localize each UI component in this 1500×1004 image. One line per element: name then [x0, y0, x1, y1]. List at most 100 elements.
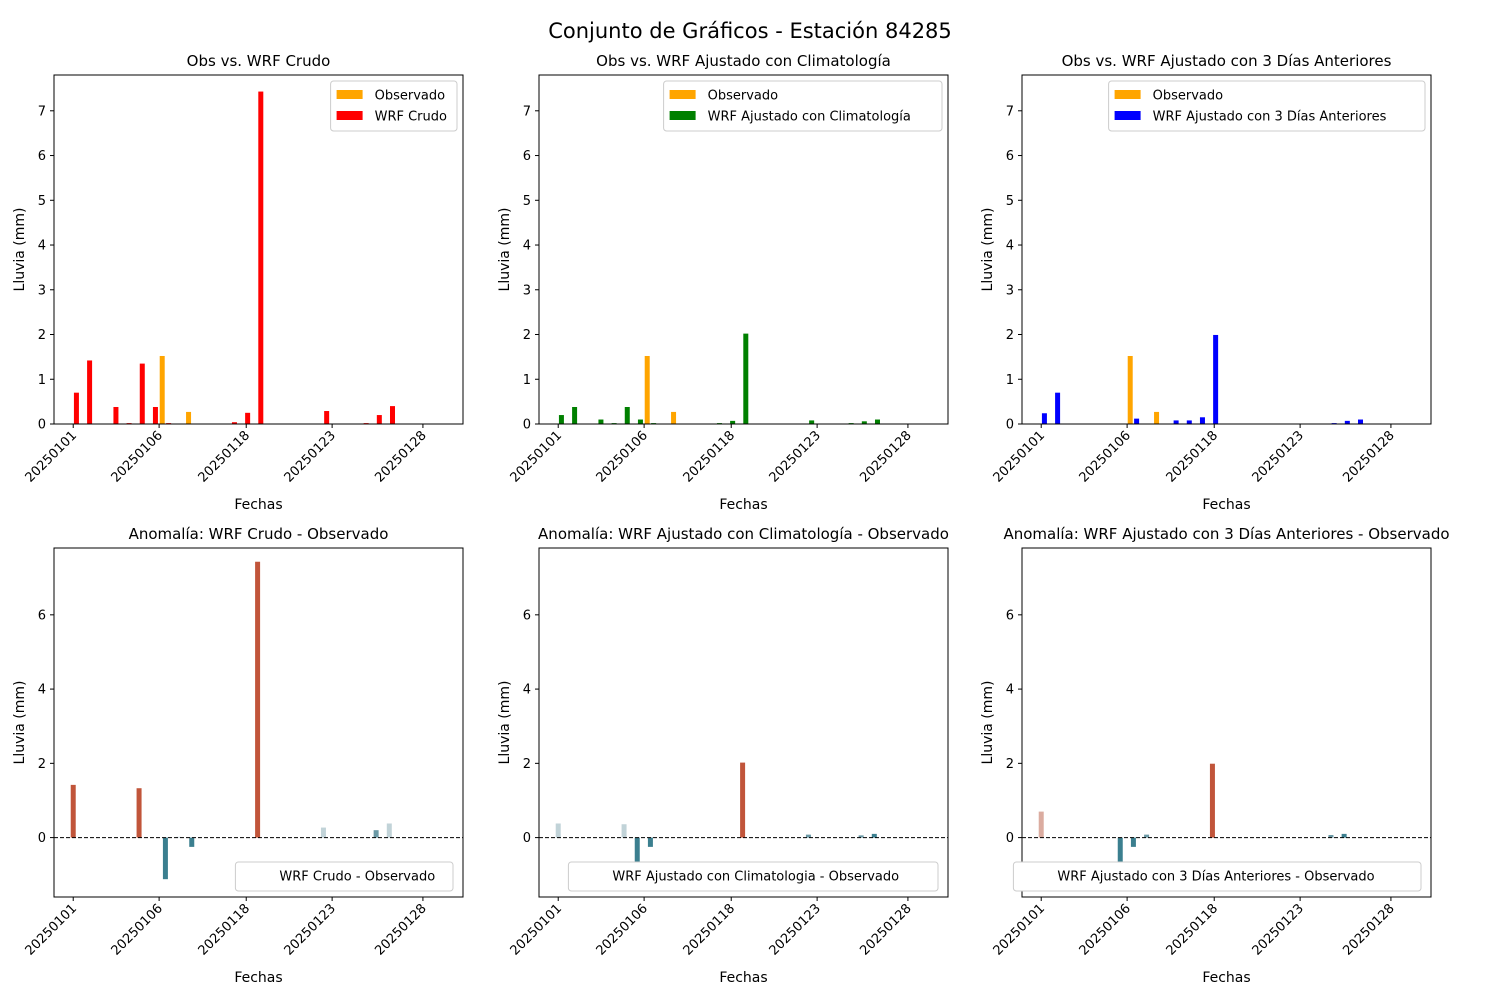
bar: [70, 784, 76, 838]
bar: [1134, 418, 1140, 424]
legend-entry-label: WRF Crudo: [375, 110, 447, 125]
x-tick-label: 20250118: [196, 901, 253, 958]
x-tick-label: 20250118: [681, 901, 738, 958]
bar: [671, 411, 677, 424]
x-tick-label: 20250118: [681, 428, 738, 485]
y-tick-label: 4: [1006, 239, 1014, 254]
chart-title: Anomalía: WRF Ajustado con 3 Días Anteri…: [1003, 525, 1449, 543]
bar: [1213, 334, 1219, 424]
x-tick-label: 20250106: [594, 901, 651, 958]
y-axis-label: Lluvia (mm): [980, 681, 996, 765]
x-tick-label: 20250101: [508, 901, 565, 958]
y-tick-label: 2: [1006, 328, 1014, 343]
bar: [1173, 420, 1179, 424]
y-axis-label: Lluvia (mm): [980, 208, 996, 292]
axes-frame: [1021, 74, 1432, 425]
legend: Observado WRF Crudo: [330, 80, 458, 132]
y-tick-label: 6: [523, 608, 531, 623]
chart-panel-2: Obs vs. WRF Ajustado con Climatología 0 1 2…: [497, 52, 949, 513]
legend-entry-label: Observado: [375, 89, 446, 104]
x-tick-label: 20250123: [767, 901, 824, 958]
legend-swatch: [669, 111, 696, 120]
legend-box: [663, 80, 943, 132]
bar: [1357, 419, 1363, 424]
y-tick-label: 6: [1006, 149, 1014, 164]
figure-suptitle: Conjunto de Gráficos - Estación 84285: [548, 19, 952, 43]
bar: [1154, 411, 1160, 424]
x-tick-label: 20250123: [282, 901, 339, 958]
legend-entry-label: WRF Ajustado con Climatologia - Observad…: [612, 870, 899, 885]
chart-panel-4: Anomalía: WRF Crudo - Observado 0 2 4 6 20250…: [12, 525, 464, 986]
x-axis-label: Fechas: [234, 497, 282, 513]
y-tick-label: 1: [523, 373, 531, 388]
x-tick-label: 20250106: [109, 428, 166, 485]
x-axis-label: Fechas: [719, 970, 767, 986]
legend-swatch: [336, 111, 363, 120]
bar: [871, 833, 877, 838]
bar: [1038, 811, 1044, 838]
bar: [320, 827, 326, 838]
bar: [743, 333, 749, 424]
y-tick-label: 7: [523, 104, 531, 119]
bar: [73, 392, 79, 424]
bar: [1186, 420, 1192, 424]
chart-panel-1: Obs vs. WRF Crudo 0 1 2 3 4 5 6 7 20250101 2025010…: [12, 52, 464, 513]
bar: [805, 834, 811, 838]
y-axis-label: Lluvia (mm): [497, 208, 513, 292]
x-tick-label: 20250128: [372, 901, 429, 958]
axes-frame: [53, 74, 464, 425]
bar: [139, 363, 145, 424]
y-tick-label: 2: [38, 328, 46, 343]
bar: [637, 419, 643, 424]
legend: WRF Ajustado con Climatologia - Observad…: [567, 861, 939, 892]
y-tick-label: 0: [38, 831, 46, 846]
bar: [858, 835, 864, 838]
bar: [644, 355, 650, 424]
x-tick-label: 20250101: [991, 428, 1048, 485]
y-tick-label: 5: [38, 194, 46, 209]
bar: [1328, 834, 1334, 838]
y-tick-label: 4: [1006, 683, 1014, 698]
legend-entry-label: Observado: [708, 89, 779, 104]
y-tick-label: 2: [523, 328, 531, 343]
bar: [231, 422, 237, 424]
x-axis-label: Fechas: [719, 497, 767, 513]
x-tick-label: 20250106: [1077, 901, 1134, 958]
bar: [1041, 413, 1047, 424]
bar: [136, 788, 142, 838]
bar: [730, 420, 736, 424]
legend-entry-label: WRF Crudo - Observado: [279, 870, 435, 885]
bar: [324, 411, 330, 424]
bar: [647, 837, 653, 847]
y-tick-label: 0: [1006, 418, 1014, 433]
x-axis-label: Fechas: [1202, 970, 1250, 986]
bar: [809, 420, 815, 424]
chart-panel-5: Anomalía: WRF Ajustado con Climatología …: [497, 525, 949, 986]
x-tick-label: 20250128: [1340, 428, 1397, 485]
y-tick-label: 3: [1006, 283, 1014, 298]
bar: [624, 406, 630, 424]
y-axis-label: Lluvia (mm): [12, 208, 28, 292]
bar: [621, 824, 627, 838]
axes-frame: [538, 547, 949, 898]
x-tick-label: 20250101: [991, 901, 1048, 958]
bar: [874, 419, 880, 424]
x-tick-label: 20250101: [23, 901, 80, 958]
axes-frame: [1021, 547, 1432, 898]
x-tick-label: 20250128: [1340, 901, 1397, 958]
y-tick-label: 5: [523, 194, 531, 209]
x-axis-label: Fechas: [1202, 497, 1250, 513]
y-tick-label: 0: [523, 831, 531, 846]
bar: [159, 355, 165, 424]
bar: [189, 837, 195, 847]
x-tick-label: 20250123: [767, 428, 824, 485]
bar: [87, 360, 93, 424]
chart-title: Anomalía: WRF Crudo - Observado: [129, 525, 389, 543]
chart-title: Obs vs. WRF Ajustado con Climatología: [596, 52, 891, 70]
bar: [258, 91, 264, 425]
x-tick-label: 20250128: [857, 901, 914, 958]
y-tick-label: 6: [1006, 608, 1014, 623]
y-tick-label: 4: [523, 239, 531, 254]
legend-box: [234, 861, 454, 892]
